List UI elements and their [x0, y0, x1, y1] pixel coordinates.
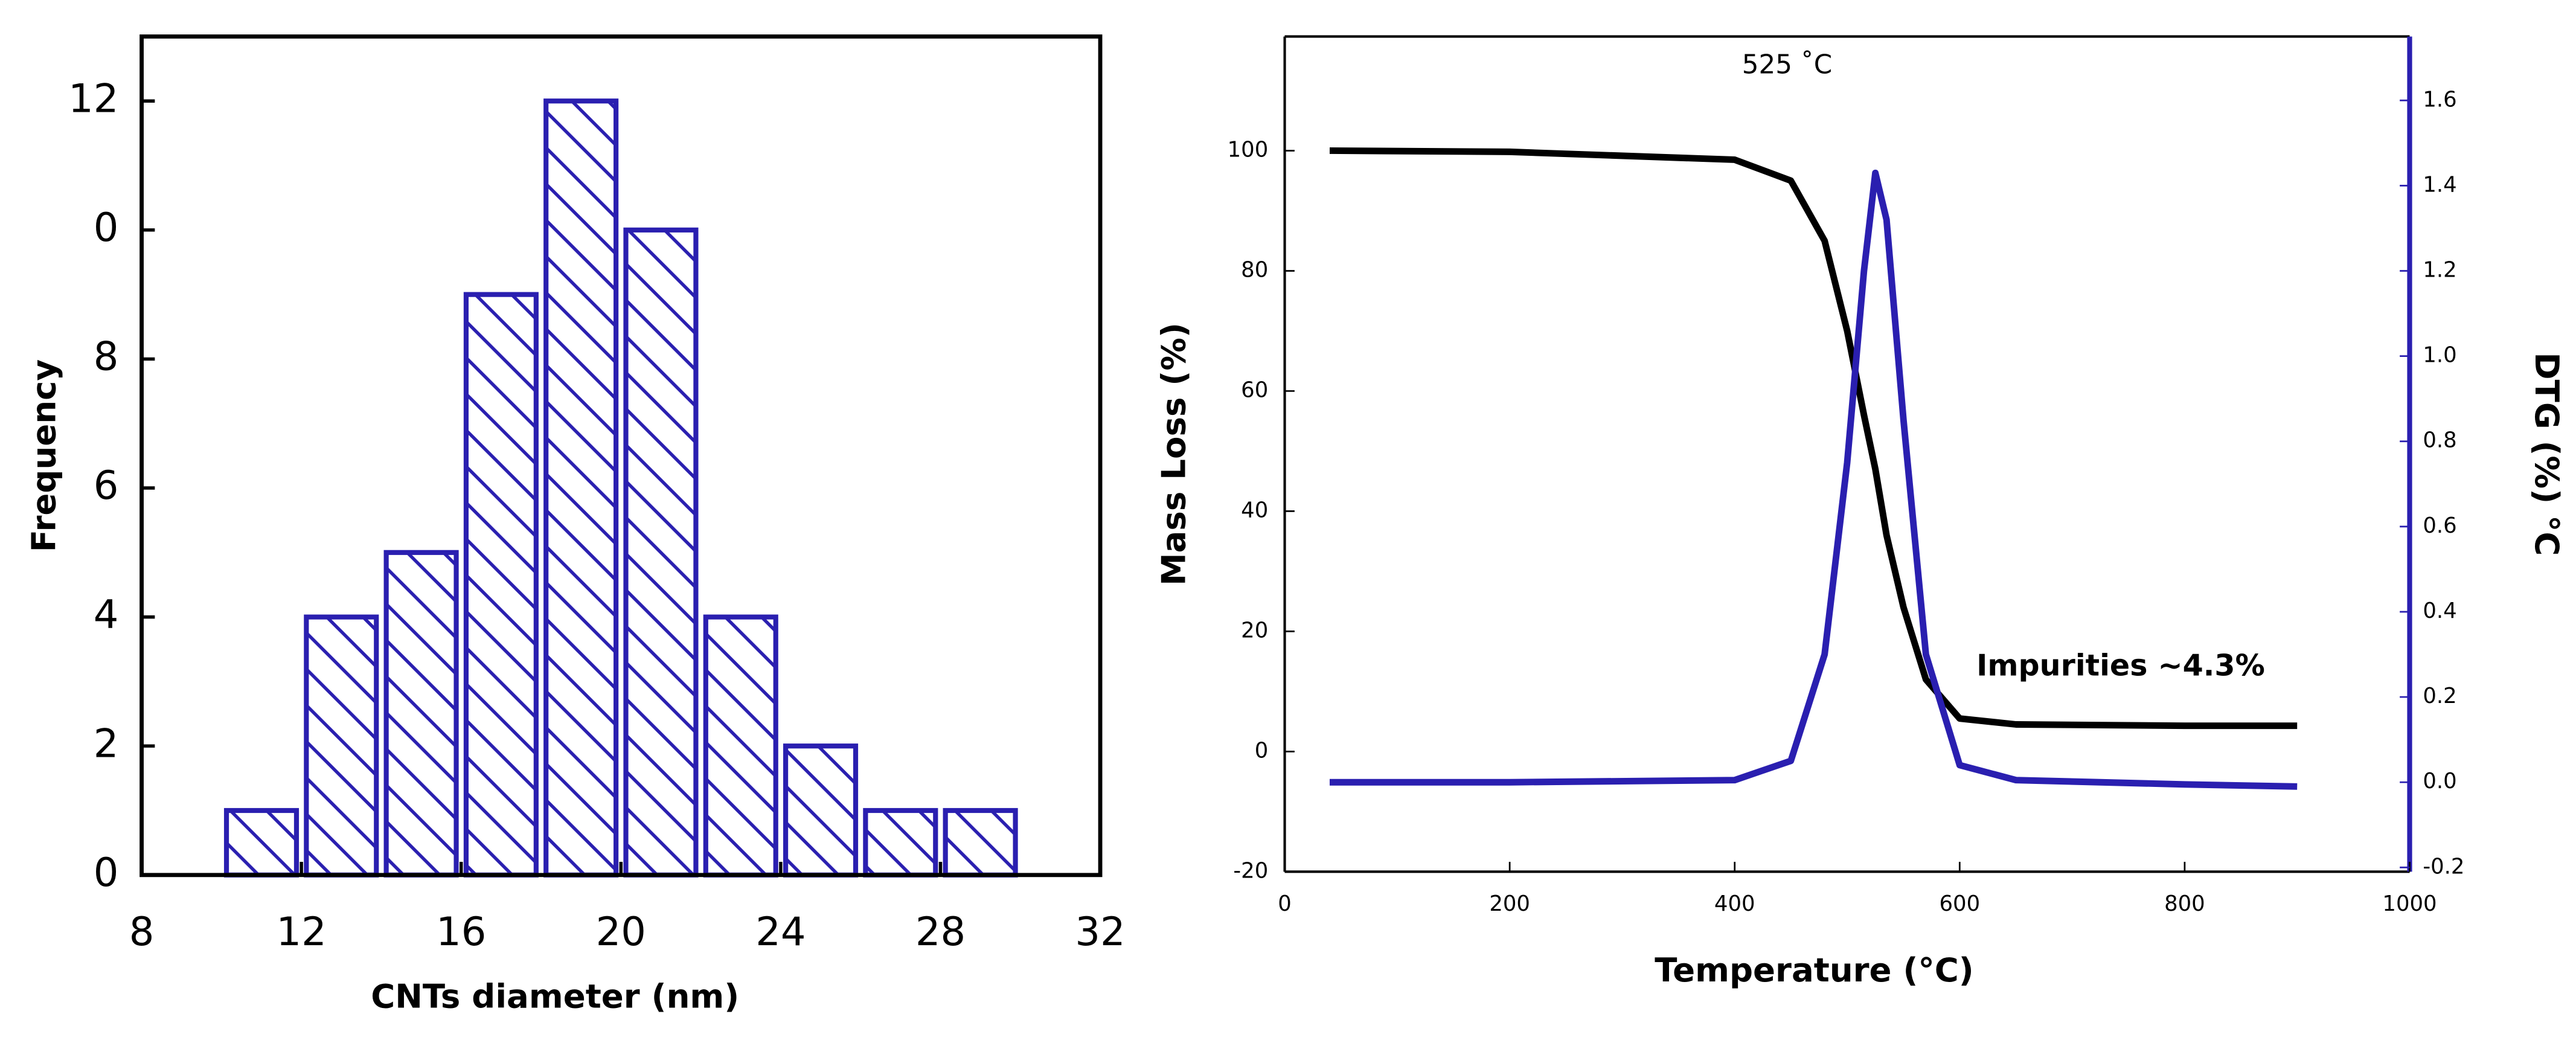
y-tick-label: 0: [94, 205, 119, 251]
y-tick-label: 60: [1241, 377, 1268, 402]
series-line: [1330, 169, 2298, 790]
x-tick-label: 20: [596, 909, 646, 955]
bar: [703, 614, 778, 878]
x-tick-label: 16: [436, 909, 486, 955]
bar: [543, 98, 619, 878]
y2-tick-label: 1.4: [2423, 172, 2456, 197]
y-axis-label: Frequency: [24, 359, 63, 552]
x-tick-label: 0: [1278, 891, 1292, 916]
bar: [863, 807, 938, 878]
y-tick-label: 0: [1255, 738, 1269, 763]
x-tick-label: 24: [755, 909, 806, 955]
x-tick-label: 400: [1714, 891, 1755, 916]
bar: [783, 743, 859, 878]
x-tick-label: 12: [277, 909, 327, 955]
y-tick-label: 40: [1241, 498, 1268, 522]
y2-tick-label: -0.2: [2423, 854, 2464, 879]
y-tick-label: 80: [1241, 257, 1268, 282]
plot-frame: [139, 34, 1103, 878]
y-tick-label: 100: [1228, 137, 1269, 162]
bar: [623, 227, 699, 878]
y-tick-label: 12: [68, 75, 118, 121]
y-tick-label: 0: [94, 850, 119, 896]
bar: [383, 550, 459, 878]
x-axis-label: CNTs diameter (nm): [371, 977, 739, 1015]
annotation: Impurities ~4.3%: [1976, 648, 2265, 683]
y2-tick-label: 1.2: [2423, 258, 2456, 283]
annotation: 525 ˚C: [1742, 50, 1832, 80]
y2-tick-label: 1.6: [2423, 87, 2456, 112]
y-tick-label: 6: [94, 463, 119, 509]
y2-axis-label: DTG (%) °C: [2528, 352, 2566, 556]
x-tick-label: 28: [915, 909, 966, 955]
y-axis-label: Mass Loss (%): [1155, 323, 1193, 586]
x-tick-label: 1000: [2382, 891, 2437, 916]
y-tick-label: 20: [1241, 618, 1268, 643]
y-tick-label: -20: [1233, 858, 1268, 883]
y2-tick-label: 0.6: [2423, 513, 2456, 538]
y-tick-label: 4: [94, 592, 119, 638]
x-tick-label: 32: [1075, 909, 1125, 955]
x-tick-label: 200: [1489, 891, 1530, 916]
x-axis-label: Temperature (°C): [1655, 951, 1974, 989]
bar: [463, 292, 539, 878]
y2-tick-label: 0.0: [2423, 769, 2456, 794]
y2-tick-label: 0.2: [2423, 684, 2456, 708]
bar: [223, 807, 300, 878]
x-tick-label: 600: [1940, 891, 1981, 916]
y2-tick-label: 0.4: [2423, 599, 2456, 623]
x-tick-label: 800: [2164, 891, 2205, 916]
x-tick-label: 8: [129, 909, 155, 955]
y-tick-label: 2: [94, 721, 119, 766]
bar: [304, 614, 379, 878]
y-tick-label: 8: [94, 333, 119, 379]
y2-tick-label: 1.0: [2423, 343, 2456, 368]
y2-tick-label: 0.8: [2423, 428, 2456, 453]
series-line: [1329, 147, 2298, 730]
bar: [943, 807, 1018, 878]
